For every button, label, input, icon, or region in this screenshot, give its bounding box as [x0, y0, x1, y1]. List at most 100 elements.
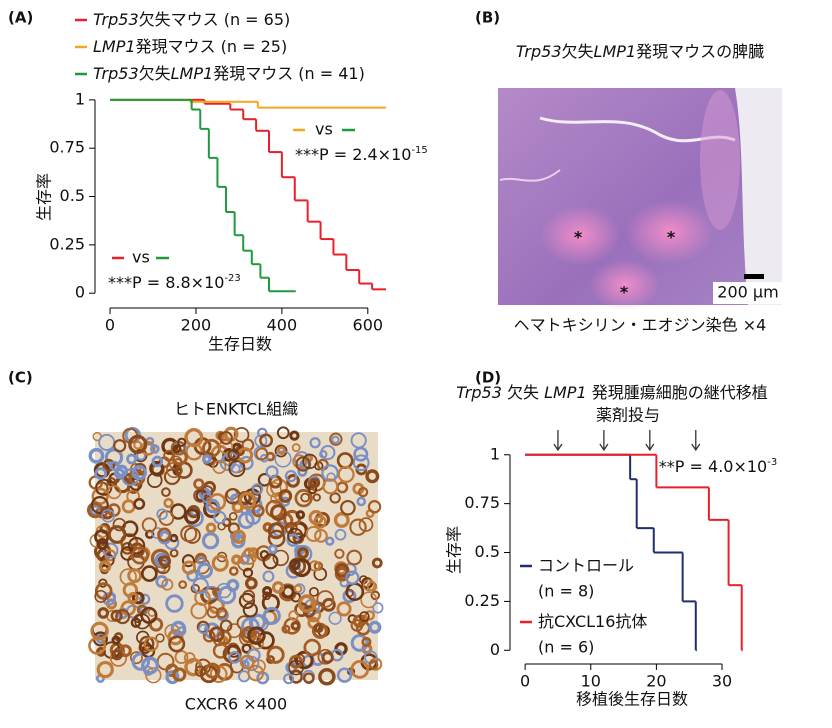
cell: [190, 583, 200, 594]
text-segment: 発現マウス (n = 41): [213, 64, 365, 83]
lesion-marker: *: [574, 228, 583, 247]
cell: [297, 594, 317, 613]
y-axis-title: 生存率: [35, 173, 54, 221]
panel-label: (C): [8, 369, 33, 387]
cell: [130, 546, 149, 565]
legend-label: Trp53欠失マウス (n = 65): [93, 10, 290, 29]
cell: [196, 562, 213, 579]
vs-label: vs: [315, 120, 333, 139]
cell: [181, 560, 197, 575]
cell: [141, 517, 157, 533]
cell: [217, 585, 237, 605]
y-tick-label: 1: [75, 89, 85, 108]
cell: [161, 487, 171, 498]
cell: [231, 529, 246, 544]
cell: [288, 659, 304, 676]
cell: [368, 620, 382, 634]
cell: [183, 652, 196, 664]
cell: [255, 447, 269, 461]
legend-label: 抗CXCL16抗体: [538, 612, 647, 631]
cell: [180, 525, 198, 543]
cell: [212, 460, 227, 474]
cell: [295, 510, 306, 520]
cell: [370, 590, 381, 601]
cell: [165, 670, 180, 685]
cell: [334, 563, 350, 578]
cell: [322, 478, 339, 495]
p-value: ***P = 2.4×10-15: [295, 145, 428, 164]
cell: [178, 580, 188, 590]
cell: [281, 584, 296, 599]
cell: [272, 549, 289, 567]
cell: [228, 460, 246, 478]
cell: [274, 450, 292, 468]
cell: [294, 489, 313, 508]
cell: [267, 522, 285, 540]
cell: [157, 527, 172, 542]
cell: [329, 432, 343, 446]
cell: [158, 555, 171, 568]
text-segment: ***P = 2.4×10: [295, 145, 411, 164]
cell: [331, 435, 340, 444]
cell: [359, 611, 370, 622]
cell: [334, 528, 347, 541]
cell: [200, 485, 214, 498]
text-segment: -15: [411, 145, 427, 156]
cell: [360, 591, 378, 609]
cell: [194, 589, 211, 606]
y-tick-label: 1: [490, 444, 500, 463]
cell: [329, 492, 341, 504]
cell: [110, 609, 123, 622]
cell: [139, 593, 151, 605]
dosing-arrow: [599, 430, 609, 452]
cell: [361, 636, 372, 647]
legend-label: LMP1発現マウス (n = 25): [93, 37, 287, 56]
cell: [127, 568, 143, 584]
cell: [276, 426, 290, 440]
cell: [271, 581, 285, 594]
cell: [172, 444, 182, 454]
cell: [131, 591, 145, 605]
text-segment: 欠失: [562, 42, 594, 61]
cell: [192, 577, 209, 595]
cell: [283, 673, 295, 685]
text-segment: 欠失マウス (n = 65): [139, 10, 291, 29]
cell: [350, 618, 364, 632]
cell: [352, 454, 370, 472]
cell: [206, 606, 219, 619]
cell: [368, 659, 379, 670]
cell: [251, 483, 264, 495]
legend-sublabel: (n = 8): [538, 582, 594, 601]
cell: [176, 626, 187, 636]
panel-label: (A): [8, 9, 33, 27]
cell: [88, 447, 105, 464]
cell: [349, 518, 367, 536]
cell: [126, 453, 138, 465]
cell: [241, 643, 252, 654]
cell: [227, 448, 240, 461]
cell: [320, 444, 336, 461]
cell: [169, 533, 179, 543]
x-tick-label: 400: [267, 316, 298, 335]
cell: [350, 633, 369, 652]
cell: [218, 439, 234, 455]
cell: [228, 651, 241, 664]
text-segment: 抗CXCL16抗体: [538, 612, 647, 631]
cell: [312, 493, 321, 502]
cell: [96, 660, 114, 679]
cell: [367, 499, 382, 514]
cell: [161, 578, 174, 591]
y-tick-label: 0.5: [475, 542, 500, 561]
cell: [151, 455, 164, 468]
caption: CXCR6 ×400: [185, 695, 287, 714]
cell: [242, 602, 258, 618]
cell: [115, 609, 131, 625]
cell: [168, 635, 186, 653]
cell: [266, 645, 285, 664]
cell: [358, 517, 374, 532]
cell: [342, 589, 357, 604]
dosing-arrow: [553, 430, 563, 452]
cell: [194, 665, 207, 677]
panel-label: (B): [475, 9, 500, 27]
